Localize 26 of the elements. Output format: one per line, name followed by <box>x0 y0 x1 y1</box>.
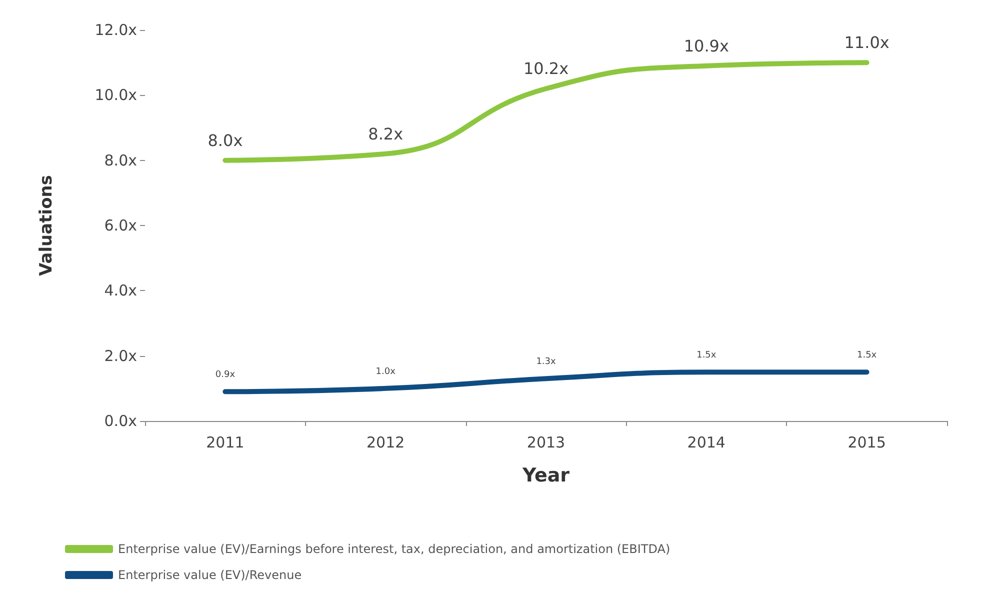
data-label: 8.2x <box>368 124 404 144</box>
y-tick-label: 0.0x <box>104 412 138 430</box>
y-tick-label: 6.0x <box>104 216 138 234</box>
y-tick-label: 4.0x <box>104 282 138 300</box>
data-label: 11.0x <box>844 33 890 52</box>
x-tick-label: 2012 <box>366 434 405 452</box>
data-label: 1.0x <box>376 366 396 377</box>
data-label: 1.5x <box>696 350 717 361</box>
x-tick-label: 2011 <box>206 434 244 452</box>
y-tick-label: 8.0x <box>104 151 138 170</box>
data-label: 10.2x <box>523 59 569 78</box>
data-label: 1.3x <box>536 357 556 368</box>
x-tick-label: 2014 <box>687 434 726 452</box>
legend-label: Enterprise value (EV)/Earnings before interest, tax, depreciation, and amortization (EBITDA) <box>118 542 670 556</box>
x-tick-label: 2015 <box>848 434 886 452</box>
data-label: 1.5x <box>856 350 878 361</box>
data-label: 10.9x <box>684 36 729 56</box>
x-tick-label: 2013 <box>526 434 566 452</box>
data-label: 0.9x <box>215 370 236 380</box>
legend-label: Enterprise value (EV)/Revenue <box>118 568 302 582</box>
y-tick-label: 12.0x <box>94 21 138 39</box>
data-label: 8.0x <box>208 130 243 150</box>
y-tick-label: 2.0x <box>104 346 138 365</box>
y-tick-label: 10.0x <box>94 86 138 104</box>
y-axis-title: Valuations <box>36 175 56 276</box>
x-axis-title: Year <box>521 464 570 486</box>
